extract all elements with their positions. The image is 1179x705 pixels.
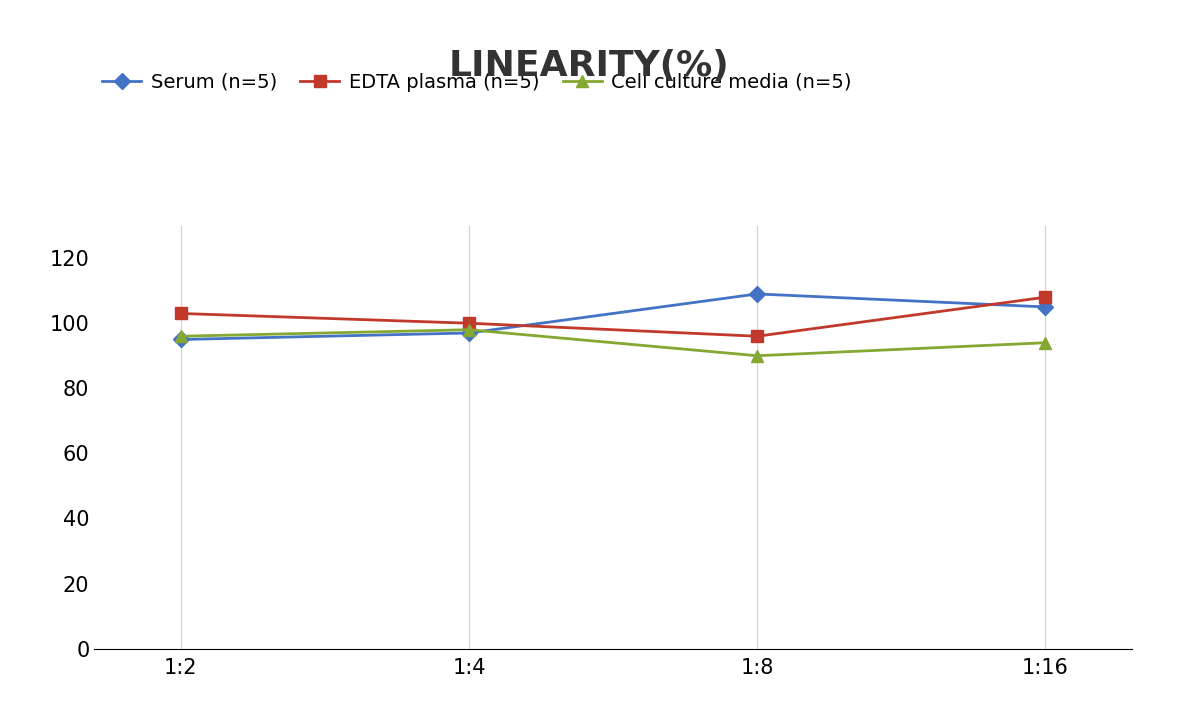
Serum (n=5): [462, 329, 476, 337]
Cell culture media (n=5): [462, 326, 476, 334]
Text: LINEARITY(%): LINEARITY(%): [449, 49, 730, 83]
EDTA plasma (n=5): [173, 309, 187, 318]
EDTA plasma (n=5): [462, 319, 476, 327]
Serum (n=5): [173, 336, 187, 344]
Cell culture media (n=5): [173, 332, 187, 341]
Serum (n=5): [750, 290, 764, 298]
Line: Cell culture media (n=5): Cell culture media (n=5): [176, 324, 1050, 361]
Cell culture media (n=5): [1039, 338, 1053, 347]
Line: Serum (n=5): Serum (n=5): [176, 288, 1050, 345]
Legend: Serum (n=5), EDTA plasma (n=5), Cell culture media (n=5): Serum (n=5), EDTA plasma (n=5), Cell cul…: [94, 65, 859, 99]
Serum (n=5): [1039, 302, 1053, 311]
EDTA plasma (n=5): [750, 332, 764, 341]
Cell culture media (n=5): [750, 352, 764, 360]
Line: EDTA plasma (n=5): EDTA plasma (n=5): [176, 292, 1050, 342]
EDTA plasma (n=5): [1039, 293, 1053, 302]
